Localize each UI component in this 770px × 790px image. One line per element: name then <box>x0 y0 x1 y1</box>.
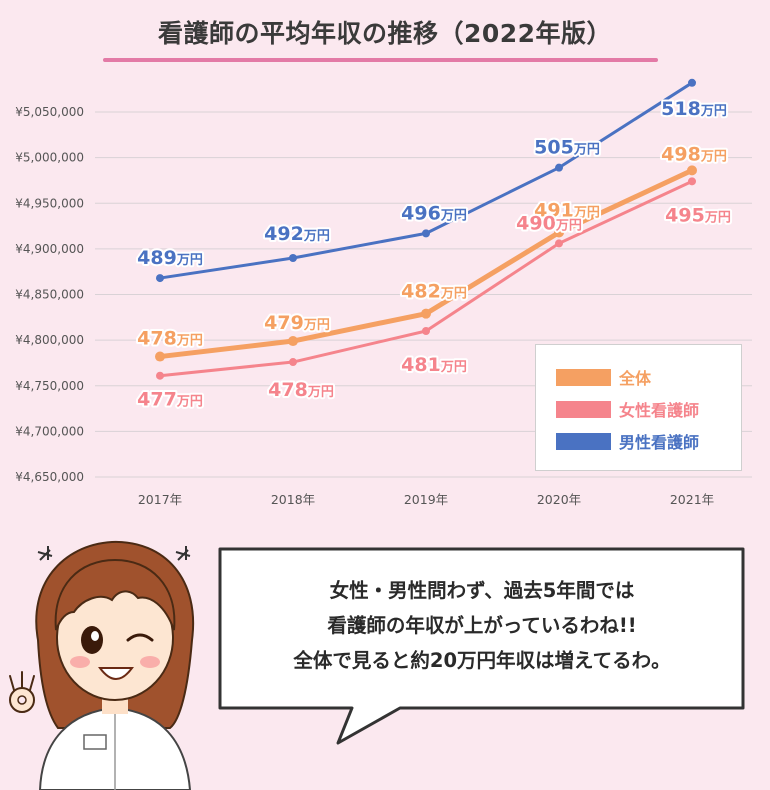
x-tick-label: 2021年 <box>670 492 714 507</box>
x-tick-label: 2018年 <box>271 492 315 507</box>
series-points <box>155 78 697 380</box>
y-axis-ticks: ¥4,650,000 ¥4,700,000 ¥4,750,000 ¥4,800,000… <box>15 105 84 484</box>
data-point-overall <box>421 308 431 319</box>
data-point-female <box>422 327 430 335</box>
data-label-female: 477万円 <box>137 389 203 411</box>
legend-item-male: 男性看護師 <box>556 431 700 452</box>
data-label-overall: 478万円 <box>137 328 203 350</box>
data-labels: 478万円 479万円 482万円 491万円 498万円 477万円 478万円 481万円… <box>135 96 733 413</box>
legend-label-overall: 全体 <box>619 369 652 388</box>
x-tick-label: 2019年 <box>404 492 448 507</box>
y-tick-label: ¥4,750,000 <box>15 379 84 393</box>
data-label-overall: 491万円 <box>534 199 600 221</box>
data-label-male: 518万円 <box>661 98 727 120</box>
data-label-overall: 479万円 <box>264 312 330 334</box>
y-tick-label: ¥5,050,000 <box>15 105 84 119</box>
x-tick-label: 2020年 <box>537 492 581 507</box>
data-point-female <box>289 358 297 367</box>
legend-item-female: 女性看護師 <box>556 399 700 420</box>
legend: 全体 女性看護師 男性看護師 <box>535 344 742 471</box>
data-label-overall: 498万円 <box>661 143 727 165</box>
data-label-overall: 482万円 <box>401 281 467 303</box>
data-point-female <box>555 239 563 248</box>
data-point-overall <box>288 336 298 347</box>
data-point-male <box>555 163 563 172</box>
x-axis-ticks: 2017年 2018年 2019年 2020年 2021年 <box>138 492 714 507</box>
data-label-male: 492万円 <box>264 223 330 245</box>
y-tick-label: ¥4,950,000 <box>15 196 84 210</box>
data-point-male <box>289 254 297 262</box>
speech-line-3: 全体で見ると約20万円年収は増えてるわ。 <box>293 649 671 672</box>
y-tick-label: ¥4,850,000 <box>15 288 84 302</box>
legend-swatch-male <box>556 432 611 450</box>
speech-line-1: 女性・男性問わず、過去5年間では <box>329 579 635 602</box>
data-label-female: 481万円 <box>401 354 467 376</box>
nurse-character-icon <box>9 540 195 790</box>
data-label-female: 478万円 <box>268 379 334 401</box>
data-point-overall <box>687 165 697 176</box>
data-label-male: 505万円 <box>534 137 600 159</box>
legend-swatch-overall <box>556 368 611 386</box>
data-point-female <box>688 177 696 186</box>
line-chart: ¥4,650,000 ¥4,700,000 ¥4,750,000 ¥4,800,000… <box>15 78 752 507</box>
speech-text: 女性・男性問わず、過去5年間では 看護師の年収が上がっているわね!! 全体で見る… <box>232 573 732 678</box>
title-underline <box>103 58 658 62</box>
data-label-female: 495万円 <box>665 204 731 226</box>
speech-line-2: 看護師の年収が上がっているわね!! <box>327 614 637 637</box>
data-point-male <box>422 229 430 238</box>
data-point-male <box>688 78 696 87</box>
chart-title: 看護師の平均年収の推移（2022年版） <box>157 19 613 48</box>
legend-swatch-female <box>556 400 611 418</box>
y-tick-label: ¥4,900,000 <box>15 242 84 256</box>
data-label-male: 496万円 <box>401 202 467 224</box>
data-point-overall <box>554 227 564 238</box>
data-point-overall <box>155 351 165 362</box>
y-tick-label: ¥5,000,000 <box>15 151 84 165</box>
y-tick-label: ¥4,650,000 <box>15 470 84 484</box>
data-point-female <box>156 371 164 380</box>
y-tick-label: ¥4,700,000 <box>15 424 84 438</box>
legend-label-male: 男性看護師 <box>619 433 700 452</box>
legend-label-female: 女性看護師 <box>619 401 700 420</box>
x-tick-label: 2017年 <box>138 492 182 507</box>
y-tick-label: ¥4,800,000 <box>15 333 84 347</box>
data-point-male <box>156 274 164 283</box>
legend-item-overall: 全体 <box>556 367 652 388</box>
data-label-male: 489万円 <box>137 247 203 269</box>
data-label-female: 490万円 <box>516 212 582 234</box>
